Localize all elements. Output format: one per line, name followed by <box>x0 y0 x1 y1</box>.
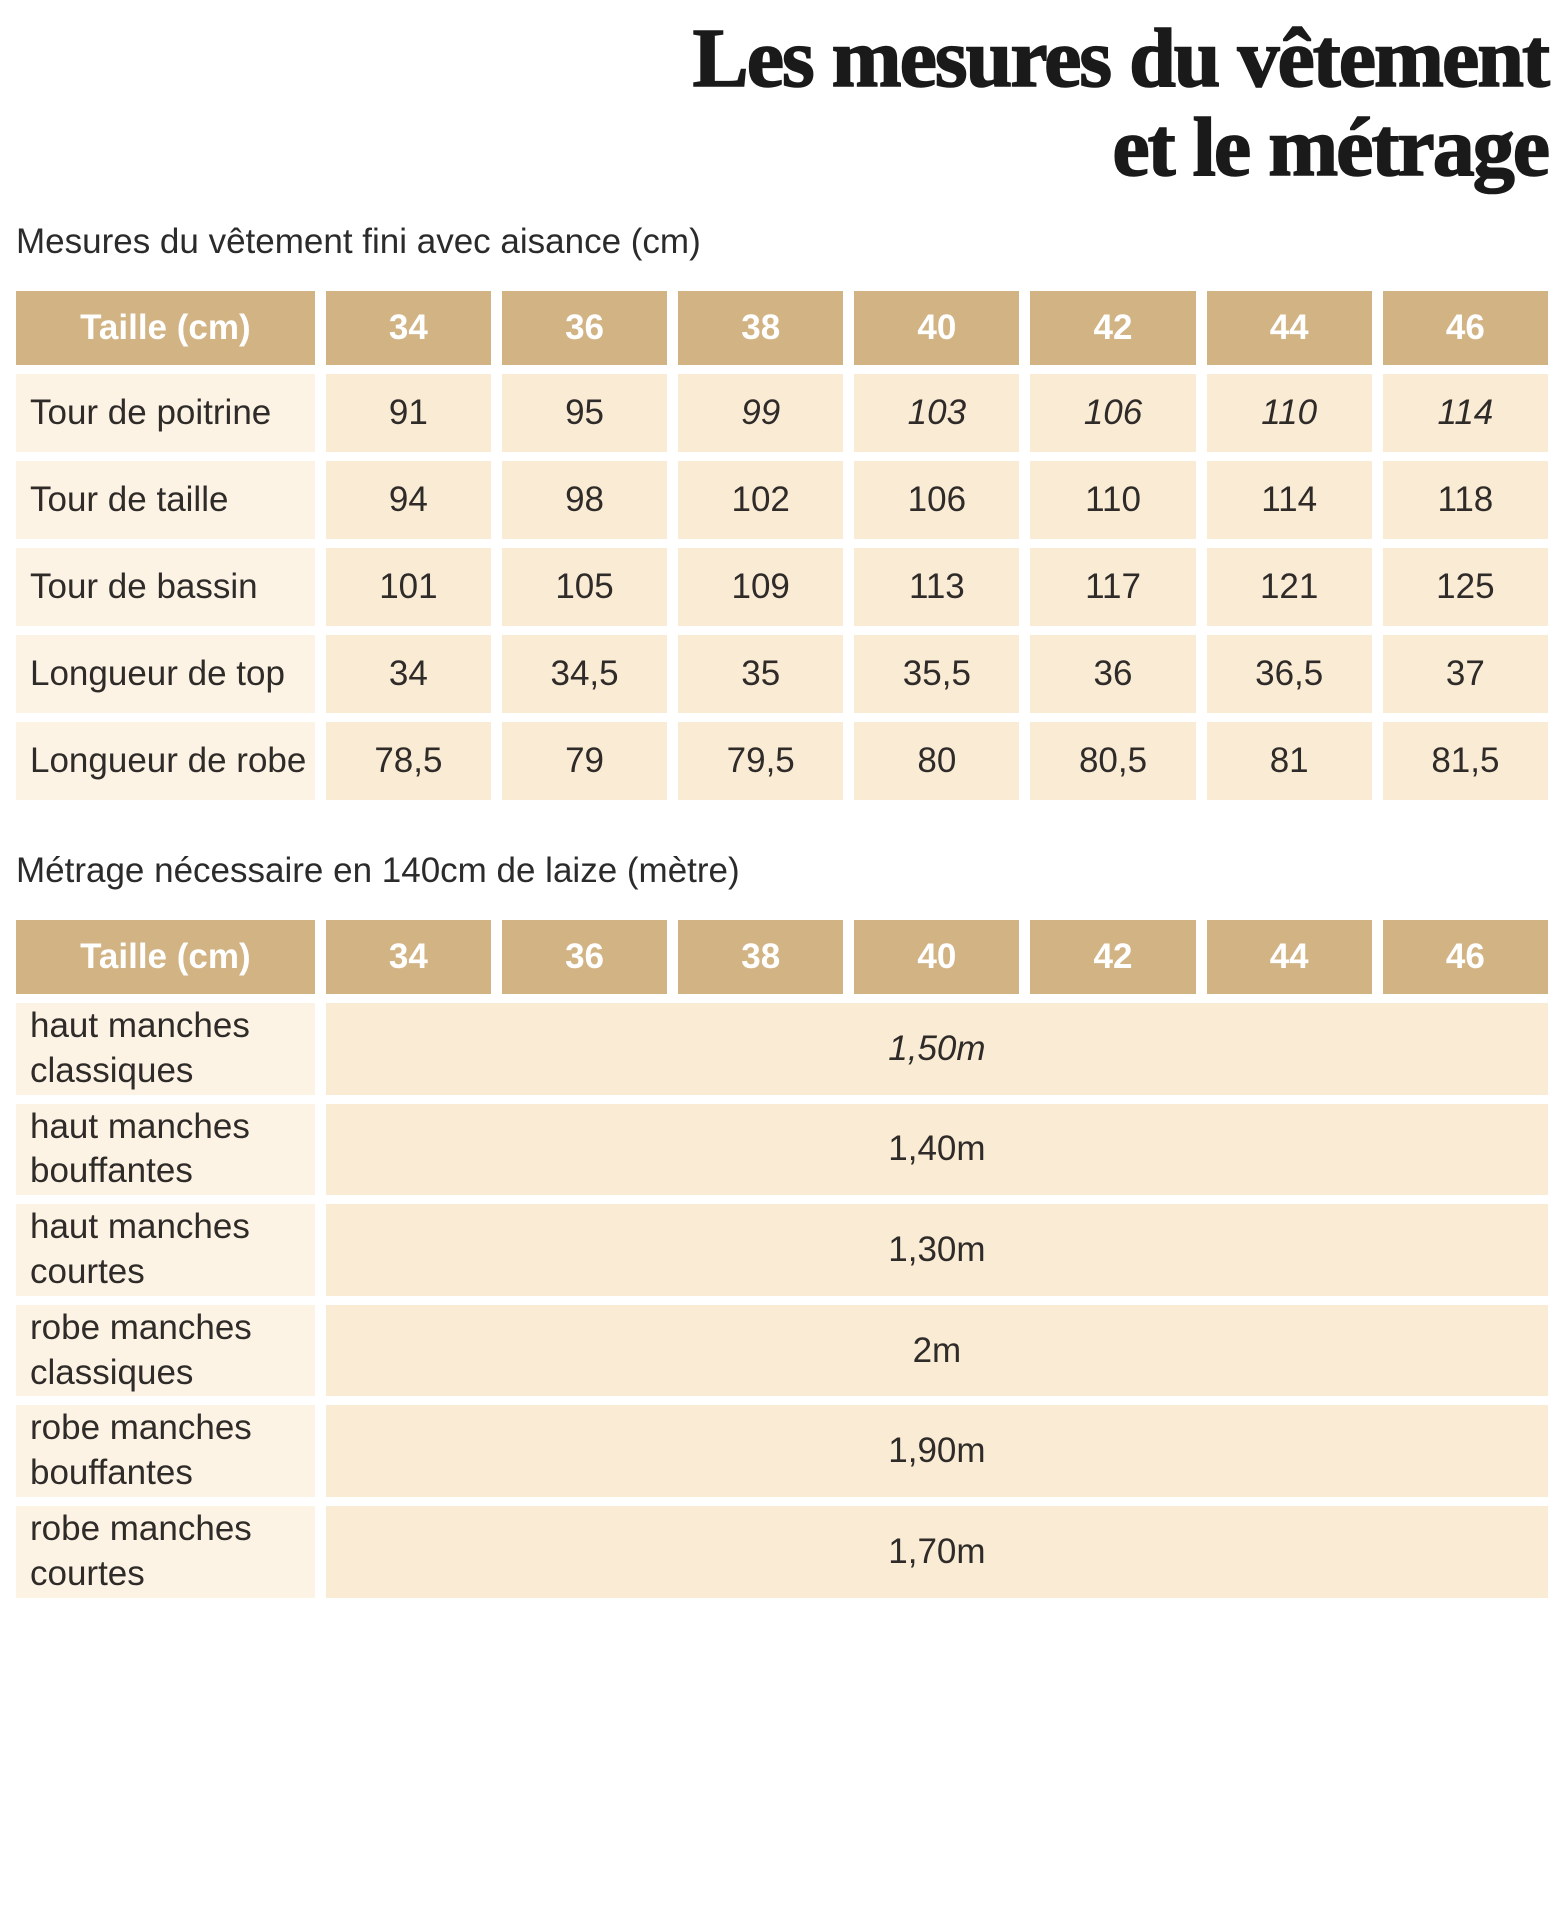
table-row: haut manches bouffantes 1,40m <box>16 1103 1548 1196</box>
row-label: Tour de bassin <box>16 548 315 627</box>
yardage-value: 1,70m <box>325 1506 1548 1598</box>
measurement-value: 114 <box>1206 461 1372 540</box>
yardage-table: Taille (cm) 34 36 38 40 42 44 46 haut manches c… <box>5 911 1559 1607</box>
measurement-value: 101 <box>325 548 491 627</box>
size-column-header: 46 <box>1382 920 1548 995</box>
measurement-value: 114 <box>1382 374 1548 453</box>
row-label: robe manches courtes <box>16 1506 315 1598</box>
page-title-line1: Les mesures du vêtement <box>692 12 1551 105</box>
row-label: Longueur de top <box>16 635 315 714</box>
size-column-header: 42 <box>1030 291 1196 366</box>
measurement-value: 79,5 <box>678 722 844 801</box>
measurements-table-wrap: Taille (cm) 34 36 38 40 42 44 46 Tour de poitri… <box>5 282 1559 809</box>
measurements-table-caption: Mesures du vêtement fini avec aisance (c… <box>16 222 701 262</box>
measurement-value: 80 <box>854 722 1020 801</box>
measurement-value: 34 <box>325 635 491 714</box>
row-label: haut manches courtes <box>16 1204 315 1296</box>
yardage-value: 1,90m <box>325 1405 1548 1498</box>
size-column-header: 46 <box>1382 291 1548 366</box>
measurement-value: 95 <box>501 374 668 453</box>
measurement-value: 109 <box>678 548 844 627</box>
measurement-value: 35 <box>678 635 844 714</box>
table-row: robe manches classiques 2m <box>16 1304 1548 1397</box>
size-column-header: 34 <box>325 291 491 366</box>
size-column-header: 40 <box>854 920 1020 995</box>
size-column-header: 34 <box>325 920 491 995</box>
page-title: Les mesures du vêtement et le métrage <box>16 12 1551 195</box>
table-row: Longueur de robe 78,5 79 79,5 80 80,5 81 81,5 <box>16 722 1548 801</box>
size-column-header: 36 <box>501 920 668 995</box>
measurement-value: 81,5 <box>1382 722 1548 801</box>
measurement-value: 35,5 <box>854 635 1020 714</box>
measurement-value: 36 <box>1030 635 1196 714</box>
page-title-line2: et le métrage <box>1112 101 1551 195</box>
yardage-value: 1,30m <box>325 1204 1548 1296</box>
measurement-value: 113 <box>854 548 1020 627</box>
size-column-header: 42 <box>1030 920 1196 995</box>
measurement-value: 98 <box>501 461 668 540</box>
measurement-value: 94 <box>325 461 491 540</box>
yardage-table-caption: Métrage nécessaire en 140cm de laize (mè… <box>16 851 740 891</box>
size-column-header: 36 <box>501 291 668 366</box>
size-column-header: 44 <box>1206 291 1372 366</box>
table-row: Tour de taille 94 98 102 106 110 114 118 <box>16 461 1548 540</box>
measurement-value: 125 <box>1382 548 1548 627</box>
size-row-header: Taille (cm) <box>16 291 315 366</box>
size-header-row: Taille (cm) 34 36 38 40 42 44 46 <box>16 291 1548 366</box>
yardage-table-wrap: Taille (cm) 34 36 38 40 42 44 46 haut manches c… <box>5 911 1559 1607</box>
size-column-header: 38 <box>678 920 844 995</box>
yardage-value: 1,50m <box>325 1003 1548 1095</box>
measurement-value: 102 <box>678 461 844 540</box>
row-label: robe manches classiques <box>16 1304 315 1397</box>
measurement-value: 121 <box>1206 548 1372 627</box>
row-label: haut manches classiques <box>16 1003 315 1095</box>
table-row: robe manches bouffantes 1,90m <box>16 1405 1548 1498</box>
size-column-header: 38 <box>678 291 844 366</box>
table-row: haut manches classiques 1,50m <box>16 1003 1548 1095</box>
measurement-value: 118 <box>1382 461 1548 540</box>
measurement-value: 103 <box>854 374 1020 453</box>
measurement-value: 36,5 <box>1206 635 1372 714</box>
size-column-header: 40 <box>854 291 1020 366</box>
size-row-header: Taille (cm) <box>16 920 315 995</box>
measurement-value: 34,5 <box>501 635 668 714</box>
table-row: haut manches courtes 1,30m <box>16 1204 1548 1296</box>
row-label: robe manches bouffantes <box>16 1405 315 1498</box>
measurement-value: 91 <box>325 374 491 453</box>
measurement-value: 105 <box>501 548 668 627</box>
measurement-value: 110 <box>1206 374 1372 453</box>
table-row: Longueur de top 34 34,5 35 35,5 36 36,5 37 <box>16 635 1548 714</box>
measurement-value: 80,5 <box>1030 722 1196 801</box>
measurement-value: 110 <box>1030 461 1196 540</box>
table-row: robe manches courtes 1,70m <box>16 1506 1548 1598</box>
table-row: Tour de bassin 101 105 109 113 117 121 125 <box>16 548 1548 627</box>
size-column-header: 44 <box>1206 920 1372 995</box>
row-label: haut manches bouffantes <box>16 1103 315 1196</box>
measurement-value: 79 <box>501 722 668 801</box>
measurement-value: 78,5 <box>325 722 491 801</box>
measurement-value: 106 <box>1030 374 1196 453</box>
size-header-row: Taille (cm) 34 36 38 40 42 44 46 <box>16 920 1548 995</box>
table-row: Tour de poitrine 91 95 99 103 106 110 114 <box>16 374 1548 453</box>
measurement-value: 81 <box>1206 722 1372 801</box>
row-label: Longueur de robe <box>16 722 315 801</box>
measurement-value: 99 <box>678 374 844 453</box>
measurement-value: 37 <box>1382 635 1548 714</box>
measurement-value: 106 <box>854 461 1020 540</box>
measurement-value: 117 <box>1030 548 1196 627</box>
yardage-value: 2m <box>325 1304 1548 1397</box>
row-label: Tour de poitrine <box>16 374 315 453</box>
yardage-value: 1,40m <box>325 1103 1548 1196</box>
row-label: Tour de taille <box>16 461 315 540</box>
measurements-table: Taille (cm) 34 36 38 40 42 44 46 Tour de poitri… <box>5 282 1559 809</box>
